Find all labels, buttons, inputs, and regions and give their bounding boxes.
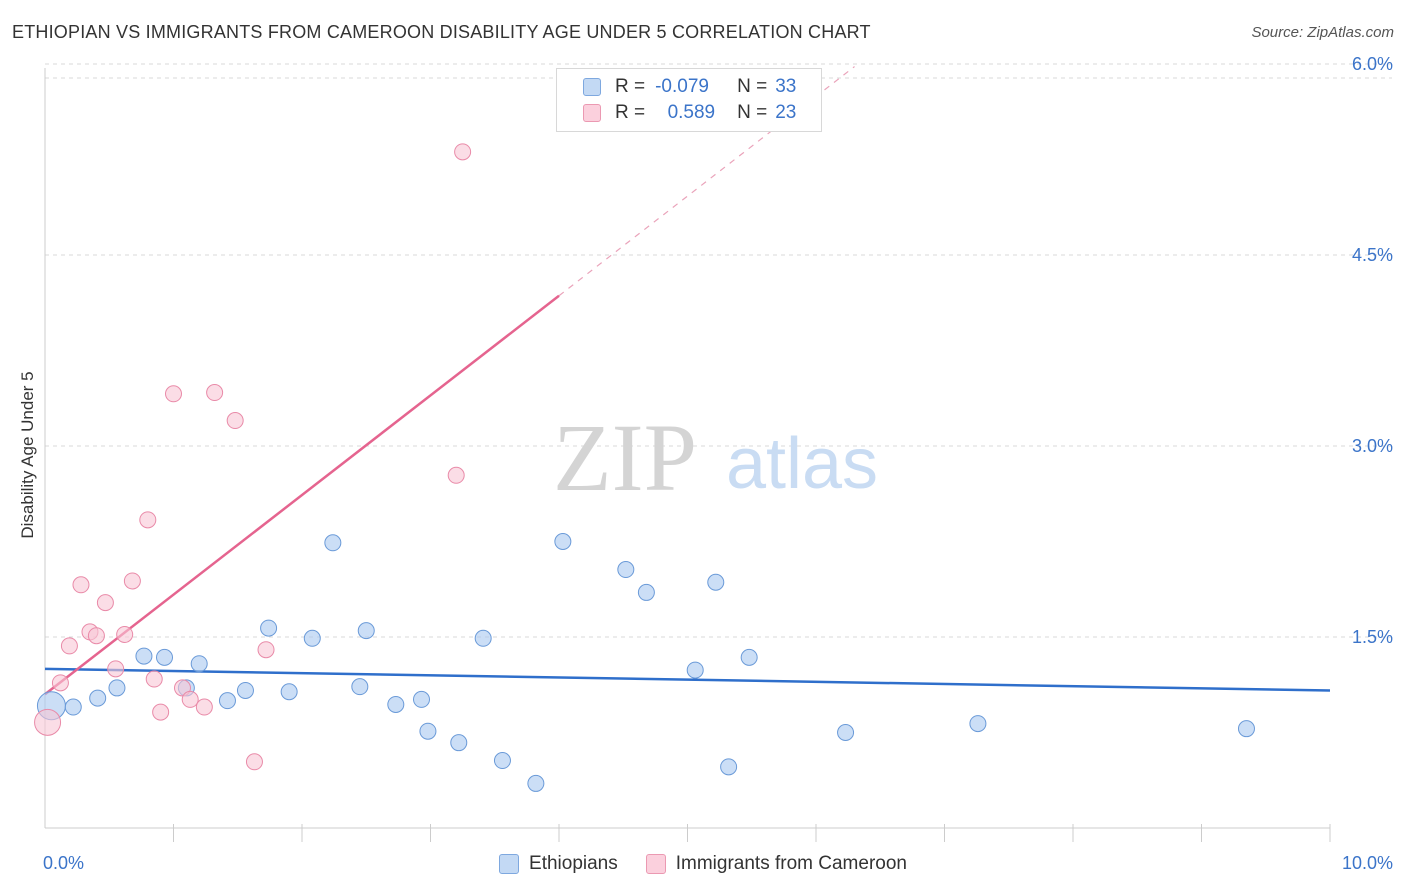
ethiopian-point (64, 698, 82, 716)
watermark-atlas: atlas (726, 424, 878, 504)
cameroon-point (116, 625, 134, 643)
ethiopian-point (740, 648, 758, 666)
series-legend: Ethiopians Immigrants from Cameroon (0, 852, 1406, 876)
cameroon-point (107, 660, 125, 678)
ethiopian-point (351, 678, 369, 696)
ethiopian-point (686, 661, 704, 679)
legend-row-cameroon: R = 0.589 N = 23 (583, 101, 796, 125)
ethiopian-point (527, 774, 545, 792)
y-axis-label: Disability Age Under 5 (18, 371, 37, 538)
grid-lines (45, 63, 1392, 638)
legend-r-value: -0.079 (655, 76, 709, 97)
ethiopian-point (236, 681, 254, 699)
watermark: ZIP atlas (553, 404, 878, 511)
legend-swatch-cameroon (583, 104, 601, 122)
cameroon-point (454, 143, 472, 161)
cameroon-point (152, 703, 170, 721)
cameroon-point (447, 466, 465, 484)
cameroon-point (96, 594, 114, 612)
ethiopian-point (135, 647, 153, 665)
ethiopian-point (474, 629, 492, 647)
ethiopian-point (260, 619, 278, 637)
cameroon-point (195, 698, 213, 716)
y-tick-label: 3.0% (1352, 436, 1393, 456)
cameroon-point (165, 385, 182, 403)
series-legend-cameroon: Immigrants from Cameroon (645, 853, 907, 875)
cameroon-trend-line (44, 294, 560, 696)
ethiopian-point (837, 724, 855, 741)
cameroon-point (181, 690, 199, 708)
cameroon-trend-extension (558, 66, 855, 297)
ethiopian-point (969, 715, 987, 733)
legend-row-ethiopians: R = -0.079 N = 33 (583, 75, 796, 99)
series-label-ethiopians: Ethiopians (529, 853, 618, 874)
ethiopian-point (324, 534, 342, 552)
y-tick-label: 1.5% (1352, 627, 1393, 647)
ethiopian-point (1237, 720, 1255, 738)
ethiopian-point (156, 648, 174, 666)
trend-lines (44, 66, 1331, 696)
ethiopian-point (218, 692, 236, 710)
ethiopian-point (493, 752, 511, 770)
legend-n-label: N = (737, 76, 768, 97)
cameroon-point (206, 384, 224, 402)
y-tick-label: 4.5% (1352, 245, 1393, 265)
cameroon-point (139, 511, 157, 529)
ethiopian-point (357, 622, 375, 640)
chart-title: ETHIOPIAN VS IMMIGRANTS FROM CAMEROON DI… (12, 22, 871, 42)
ethiopian-point (617, 561, 635, 579)
ethiopian-point (280, 683, 298, 701)
cameroon-point (145, 670, 163, 688)
y-tick-label: 6.0% (1352, 54, 1393, 74)
ethiopian-point (637, 583, 655, 601)
stats-legend: R = -0.079 N = 33 R = 0.589 N = 23 (556, 68, 822, 132)
ethiopian-point (108, 679, 126, 697)
legend-swatch-ethiopians (583, 78, 601, 96)
ethiopian-point (303, 629, 321, 647)
ethiopians-trend-line (44, 667, 1331, 692)
watermark-zip: ZIP (553, 404, 697, 511)
cameroon-point (87, 627, 105, 645)
ethiopian-point (720, 758, 738, 776)
tick-labels: 1.5% 3.0% 4.5% 6.0% 0.0% 10.0% (43, 54, 1393, 873)
ethiopian-point (450, 734, 468, 752)
source-credit: Source: ZipAtlas.com (1251, 24, 1394, 41)
legend-n-value: 33 (775, 76, 797, 97)
cameroon-point (51, 674, 69, 692)
cameroon-point (123, 572, 141, 590)
series-label-cameroon: Immigrants from Cameroon (675, 853, 907, 874)
series-legend-ethiopians: Ethiopians (499, 853, 618, 875)
legend-n-label: N = (737, 102, 768, 123)
series-swatch-ethiopians (499, 854, 520, 874)
cameroon-point (226, 412, 244, 430)
cameroon-point (72, 576, 90, 594)
series-swatch-cameroon (645, 854, 666, 874)
cameroon-point (34, 708, 62, 736)
ethiopian-point (419, 722, 437, 740)
ethiopian-point (387, 695, 405, 713)
ethiopian-point (707, 573, 725, 591)
ethiopian-point (190, 655, 208, 673)
ethiopian-point (89, 689, 107, 707)
legend-r-value: 0.589 (667, 102, 716, 123)
ethiopian-point (413, 690, 431, 708)
cameroon-point (245, 753, 263, 771)
legend-r-label: R = (615, 76, 646, 97)
legend-r-label: R = (615, 102, 646, 123)
ethiopian-point (554, 533, 572, 550)
x-tick-label: 0.0% (43, 853, 84, 873)
legend-n-value: 23 (775, 102, 797, 123)
x-tick-label: 10.0% (1342, 853, 1393, 873)
cameroon-point (257, 641, 275, 659)
data-points (34, 143, 1255, 792)
cameroon-point (60, 637, 78, 655)
